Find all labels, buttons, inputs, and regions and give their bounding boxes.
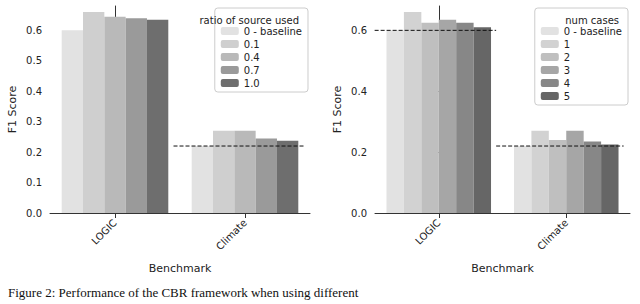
svg-text:Figure 2: Performance of the C: Figure 2: Performance of the CBR framewo… bbox=[8, 285, 359, 300]
svg-text:0 - baseline: 0 - baseline bbox=[564, 26, 622, 37]
svg-text:Climate: Climate bbox=[214, 217, 249, 252]
svg-text:0.6: 0.6 bbox=[351, 25, 367, 36]
svg-text:0.4: 0.4 bbox=[244, 52, 260, 63]
svg-text:3: 3 bbox=[564, 65, 570, 76]
svg-text:F1 Score: F1 Score bbox=[6, 85, 19, 133]
svg-text:0.1: 0.1 bbox=[244, 39, 260, 50]
svg-text:Benchmark: Benchmark bbox=[471, 262, 534, 275]
svg-text:0.2: 0.2 bbox=[351, 147, 367, 158]
svg-text:2: 2 bbox=[564, 52, 570, 63]
svg-text:0.6: 0.6 bbox=[26, 25, 42, 36]
svg-text:LOGIC: LOGIC bbox=[89, 217, 119, 247]
svg-text:0.4: 0.4 bbox=[351, 86, 367, 97]
svg-text:0.7: 0.7 bbox=[244, 65, 260, 76]
svg-text:1.0: 1.0 bbox=[244, 78, 260, 89]
svg-text:0.2: 0.2 bbox=[26, 147, 42, 158]
svg-text:F1 Score: F1 Score bbox=[331, 85, 344, 133]
svg-text:4: 4 bbox=[564, 78, 570, 89]
svg-text:0.3: 0.3 bbox=[26, 116, 42, 127]
svg-text:0.4: 0.4 bbox=[26, 86, 42, 97]
svg-text:0 - baseline: 0 - baseline bbox=[244, 26, 302, 37]
svg-text:0.5: 0.5 bbox=[26, 55, 42, 66]
svg-text:0.0: 0.0 bbox=[351, 208, 367, 219]
svg-text:LOGIC: LOGIC bbox=[413, 217, 443, 247]
svg-text:5: 5 bbox=[564, 91, 570, 102]
svg-text:0.0: 0.0 bbox=[26, 208, 42, 219]
svg-text:Benchmark: Benchmark bbox=[149, 262, 212, 275]
svg-text:0.1: 0.1 bbox=[26, 177, 42, 188]
svg-text:ratio of source used: ratio of source used bbox=[200, 15, 300, 26]
svg-text:num cases: num cases bbox=[565, 15, 619, 26]
svg-text:1: 1 bbox=[564, 39, 570, 50]
svg-text:Climate: Climate bbox=[535, 217, 570, 252]
